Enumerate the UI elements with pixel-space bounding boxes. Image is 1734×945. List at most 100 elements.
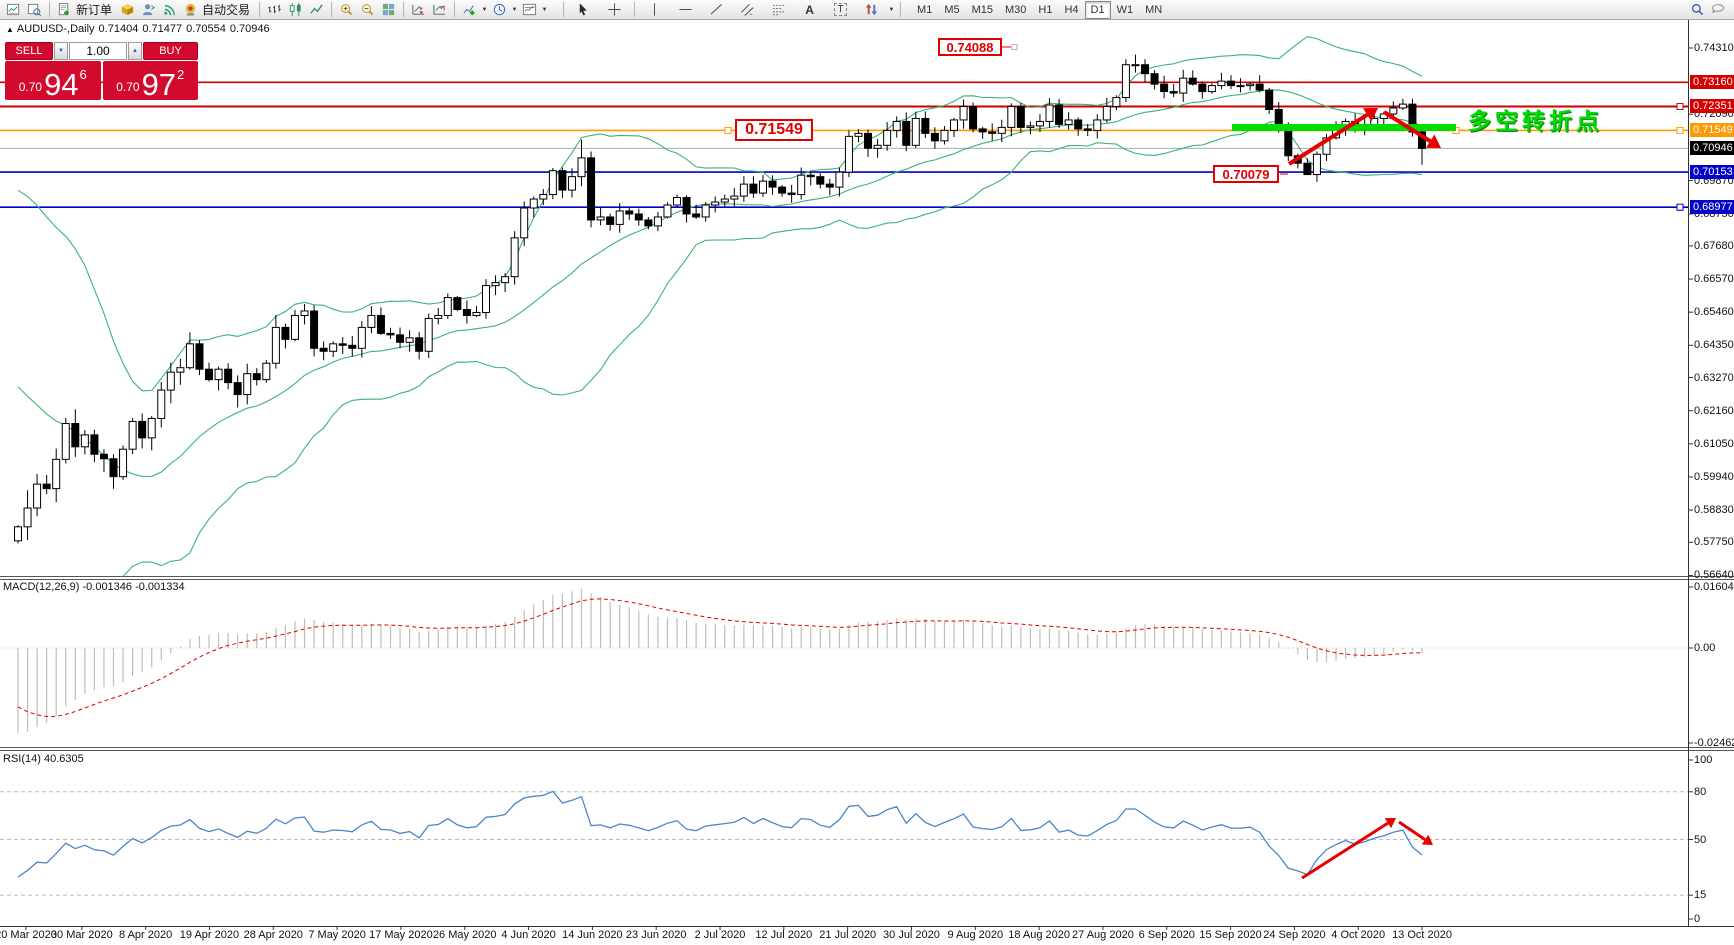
arrows-tool-button[interactable] xyxy=(861,1,882,18)
price-badge: 0.73160 xyxy=(1690,75,1734,90)
line-handle[interactable] xyxy=(724,126,732,134)
ohlc-close: 0.70946 xyxy=(229,23,270,35)
volume-decrease-button[interactable]: ▼ xyxy=(54,42,68,60)
auto-scroll-button[interactable] xyxy=(408,1,429,18)
data-window-button[interactable] xyxy=(24,1,45,18)
line-handle[interactable] xyxy=(1676,126,1684,134)
new-order-label[interactable]: 新订单 xyxy=(76,3,113,17)
templates-caret-icon[interactable]: ▼ xyxy=(541,6,548,13)
price-tick: 0.57750 xyxy=(1694,536,1734,549)
sell-price-sup: 6 xyxy=(79,67,87,82)
date-tick: 20 Mar 2020 xyxy=(0,929,57,941)
bar-chart-button[interactable] xyxy=(264,1,285,18)
rsi-scale-label: 15 xyxy=(1694,889,1707,902)
date-tick: 24 Sep 2020 xyxy=(1263,929,1326,941)
line-handle[interactable] xyxy=(1676,102,1684,110)
market-watch-button[interactable] xyxy=(3,1,24,18)
autotrade-label[interactable]: 自动交易 xyxy=(202,3,251,17)
toolbar-separator xyxy=(259,2,261,17)
date-tick: 18 Aug 2020 xyxy=(1008,929,1071,941)
buy-button[interactable]: BUY xyxy=(143,42,198,60)
tile-windows-button[interactable] xyxy=(378,1,399,18)
candlestick-chart-button[interactable] xyxy=(285,1,306,18)
annotation-price-label[interactable]: 0.71549 xyxy=(735,119,813,141)
timeframe-m5[interactable]: M5 xyxy=(944,3,960,16)
new-order-button[interactable] xyxy=(54,1,75,18)
fibonacci-button[interactable] xyxy=(768,1,789,18)
price-tick: 0.67680 xyxy=(1694,239,1734,252)
rsi-label: RSI(14) 40.6305 xyxy=(3,753,84,765)
price-badge: 0.70946 xyxy=(1690,141,1734,156)
date-tick: 23 Jun 2020 xyxy=(625,929,687,941)
annotation-price-label[interactable]: 0.74088 xyxy=(938,38,1002,56)
trendline-button[interactable] xyxy=(706,1,727,18)
vertical-line-button[interactable] xyxy=(644,1,665,18)
trend-arrow[interactable] xyxy=(1287,108,1378,166)
community-button[interactable] xyxy=(138,1,159,18)
horizontal-line-button[interactable] xyxy=(675,1,696,18)
rsi-indicator xyxy=(0,790,1688,896)
sell-price-panel[interactable]: 0.70 94 6 xyxy=(5,61,101,100)
price-tick: 0.65460 xyxy=(1694,306,1734,319)
search-button[interactable] xyxy=(1687,1,1708,18)
chat-button[interactable] xyxy=(1708,1,1729,18)
templates-button[interactable] xyxy=(519,1,540,18)
indicators-button[interactable] xyxy=(459,1,480,18)
timeframe-m1[interactable]: M1 xyxy=(917,3,933,16)
date-tick: 27 Aug 2020 xyxy=(1072,929,1134,941)
timeframe-h4[interactable]: H4 xyxy=(1064,3,1079,16)
timeframe-mn[interactable]: MN xyxy=(1145,3,1163,16)
text-tool-button[interactable]: A xyxy=(805,2,814,17)
arrows-caret-icon[interactable]: ▼ xyxy=(888,6,895,13)
line-handle[interactable] xyxy=(1676,203,1684,211)
periods-button[interactable] xyxy=(489,1,510,18)
date-tick: 28 Apr 2020 xyxy=(243,929,303,941)
timeframe-w1[interactable]: W1 xyxy=(1116,3,1134,16)
symbol-info: ▲ AUDUSD-,Daily 0.71404 0.71477 0.70554 0.709… xyxy=(6,23,274,35)
annotation-price-label[interactable]: 0.70079 xyxy=(1213,165,1279,183)
text-label-button[interactable]: T xyxy=(830,1,851,18)
price-badge: 0.70153 xyxy=(1690,165,1734,180)
toolbar-separator xyxy=(403,2,405,17)
ohlc-low: 0.70554 xyxy=(186,23,226,35)
date-tick: 26 May 2020 xyxy=(432,929,497,941)
volume-increase-button[interactable]: ▲ xyxy=(128,42,142,60)
date-tick: 4 Jun 2020 xyxy=(501,929,556,941)
chart-window[interactable]: ▲ AUDUSD-,Daily 0.71404 0.71477 0.70554 0.709… xyxy=(0,20,1734,945)
price-chart-canvas[interactable] xyxy=(0,20,1734,945)
date-tick: 12 Jul 2020 xyxy=(755,929,813,941)
timeframe-h1[interactable]: H1 xyxy=(1038,3,1053,16)
price-badge: 0.72351 xyxy=(1690,99,1734,114)
trend-arrow[interactable] xyxy=(1301,818,1396,880)
timeframe-d1[interactable]: D1 xyxy=(1084,0,1111,19)
cube-button[interactable] xyxy=(117,1,138,18)
price-tick: 0.58830 xyxy=(1694,504,1734,517)
equidistant-channel-button[interactable] xyxy=(737,1,758,18)
buy-price-panel[interactable]: 0.70 97 2 xyxy=(102,61,198,100)
buy-price-base: 0.70 xyxy=(116,80,140,94)
cursor-button[interactable] xyxy=(573,1,594,18)
timeframe-m30[interactable]: M30 xyxy=(1005,3,1027,16)
macd-scale-label: 0.00 xyxy=(1694,642,1716,654)
date-tick: 9 Aug 2020 xyxy=(947,929,1004,941)
chinese-annotation[interactable]: 多空转折点 xyxy=(1468,108,1603,134)
indicators-caret-icon[interactable]: ▼ xyxy=(481,6,488,13)
signals-button[interactable] xyxy=(159,1,180,18)
date-tick: 21 Jul 2020 xyxy=(819,929,877,941)
trend-arrow[interactable] xyxy=(1382,110,1441,148)
chart-shift-button[interactable] xyxy=(429,1,450,18)
date-tick: 17 May 2020 xyxy=(369,929,433,941)
price-tick: 0.63270 xyxy=(1694,371,1734,384)
line-chart-button[interactable] xyxy=(306,1,327,18)
sell-button[interactable]: SELL xyxy=(5,42,53,60)
timeframe-m15[interactable]: M15 xyxy=(971,3,993,16)
zoom-out-button[interactable] xyxy=(357,1,378,18)
autotrade-button[interactable] xyxy=(180,1,201,18)
crosshair-button[interactable] xyxy=(604,1,625,18)
volume-input[interactable] xyxy=(69,42,127,60)
trend-arrow[interactable] xyxy=(1398,820,1433,845)
macd-scale-label: -0.024625 xyxy=(1694,737,1734,749)
zoom-in-button[interactable] xyxy=(336,1,357,18)
periods-caret-icon[interactable]: ▼ xyxy=(511,6,518,13)
